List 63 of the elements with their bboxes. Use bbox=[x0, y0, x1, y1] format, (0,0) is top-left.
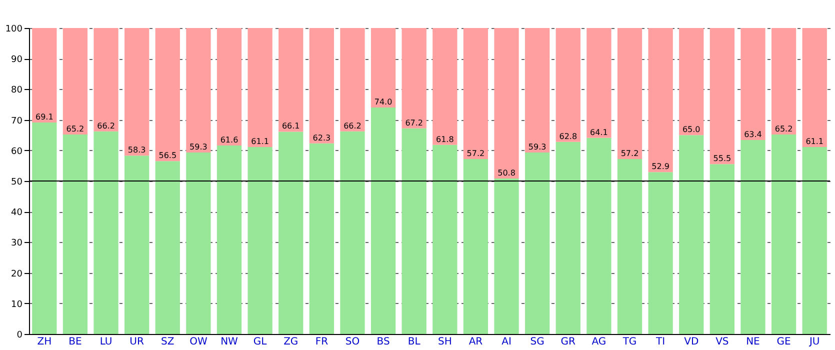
data-label: 57.2 bbox=[466, 148, 485, 158]
data-label: 61.1 bbox=[806, 137, 824, 146]
x-tick-label: GL bbox=[253, 336, 268, 348]
x-tick-label: AG bbox=[592, 336, 606, 348]
y-tick-label: 50 bbox=[11, 178, 23, 188]
x-tick-label: SO bbox=[345, 336, 360, 348]
data-label: 57.2 bbox=[620, 148, 639, 158]
data-label: 66.2 bbox=[97, 121, 115, 130]
x-tick-label: JU bbox=[808, 336, 820, 348]
data-label: 65.2 bbox=[66, 124, 84, 134]
x-tick-label: BS bbox=[376, 336, 390, 348]
data-label: 67.2 bbox=[405, 118, 423, 128]
x-tick-label: SH bbox=[438, 336, 452, 348]
data-label: 61.1 bbox=[251, 137, 269, 146]
x-tick-label: ZG bbox=[284, 336, 298, 348]
data-label: 74.0 bbox=[374, 98, 392, 107]
y-tick-label: 90 bbox=[11, 55, 23, 66]
data-label: 58.3 bbox=[128, 146, 146, 155]
data-label: 66.1 bbox=[282, 122, 300, 131]
y-tick-label: 40 bbox=[11, 208, 23, 218]
x-tick-label: UR bbox=[130, 336, 144, 348]
x-tick-label: ZH bbox=[37, 336, 52, 348]
y-tick-label: 100 bbox=[5, 24, 23, 34]
data-label: 62.3 bbox=[312, 133, 331, 142]
y-tick-label: 60 bbox=[11, 146, 23, 157]
data-label: 50.8 bbox=[498, 168, 516, 178]
x-tick-label: BE bbox=[68, 336, 82, 348]
x-tick-label: GE bbox=[776, 336, 791, 348]
x-tick-label: BL bbox=[408, 336, 421, 348]
x-tick-label: FR bbox=[315, 336, 328, 348]
data-label: 56.5 bbox=[158, 151, 177, 160]
x-tick-label: NE bbox=[746, 336, 760, 348]
data-label: 55.5 bbox=[713, 154, 732, 164]
x-tick-label: SG bbox=[530, 336, 544, 348]
data-label: 64.1 bbox=[590, 128, 608, 137]
x-tick-label: AI bbox=[502, 336, 512, 348]
x-tick-label: NW bbox=[220, 336, 238, 348]
data-label: 69.1 bbox=[36, 112, 54, 122]
data-label: 59.3 bbox=[528, 142, 546, 152]
y-tick-label: 20 bbox=[11, 269, 23, 280]
x-tick-label: TI bbox=[655, 336, 666, 348]
data-label: 61.6 bbox=[220, 136, 238, 145]
y-tick-label: 80 bbox=[11, 86, 23, 96]
y-tick-label: 0 bbox=[16, 330, 23, 340]
x-tick-label: VS bbox=[716, 336, 729, 348]
data-label: 66.2 bbox=[344, 121, 362, 130]
data-label: 65.2 bbox=[774, 124, 793, 134]
y-tick-label: 10 bbox=[11, 300, 23, 310]
data-label: 61.8 bbox=[436, 134, 454, 144]
x-tick-label: GR bbox=[560, 336, 576, 348]
x-tick-label: SZ bbox=[161, 336, 174, 348]
x-tick-label: TG bbox=[622, 336, 637, 348]
y-tick-label: 30 bbox=[11, 238, 23, 249]
data-label: 62.8 bbox=[559, 132, 578, 141]
x-tick-label: AR bbox=[468, 336, 483, 348]
y-tick-label: 70 bbox=[11, 116, 23, 126]
data-label: 59.3 bbox=[190, 142, 208, 152]
data-label: 52.9 bbox=[652, 162, 670, 172]
x-tick-label: VD bbox=[684, 336, 699, 348]
x-tick-label: OW bbox=[190, 336, 208, 348]
x-tick-label: LU bbox=[100, 336, 112, 348]
data-label: 65.0 bbox=[682, 125, 700, 134]
data-label: 63.4 bbox=[744, 130, 762, 139]
